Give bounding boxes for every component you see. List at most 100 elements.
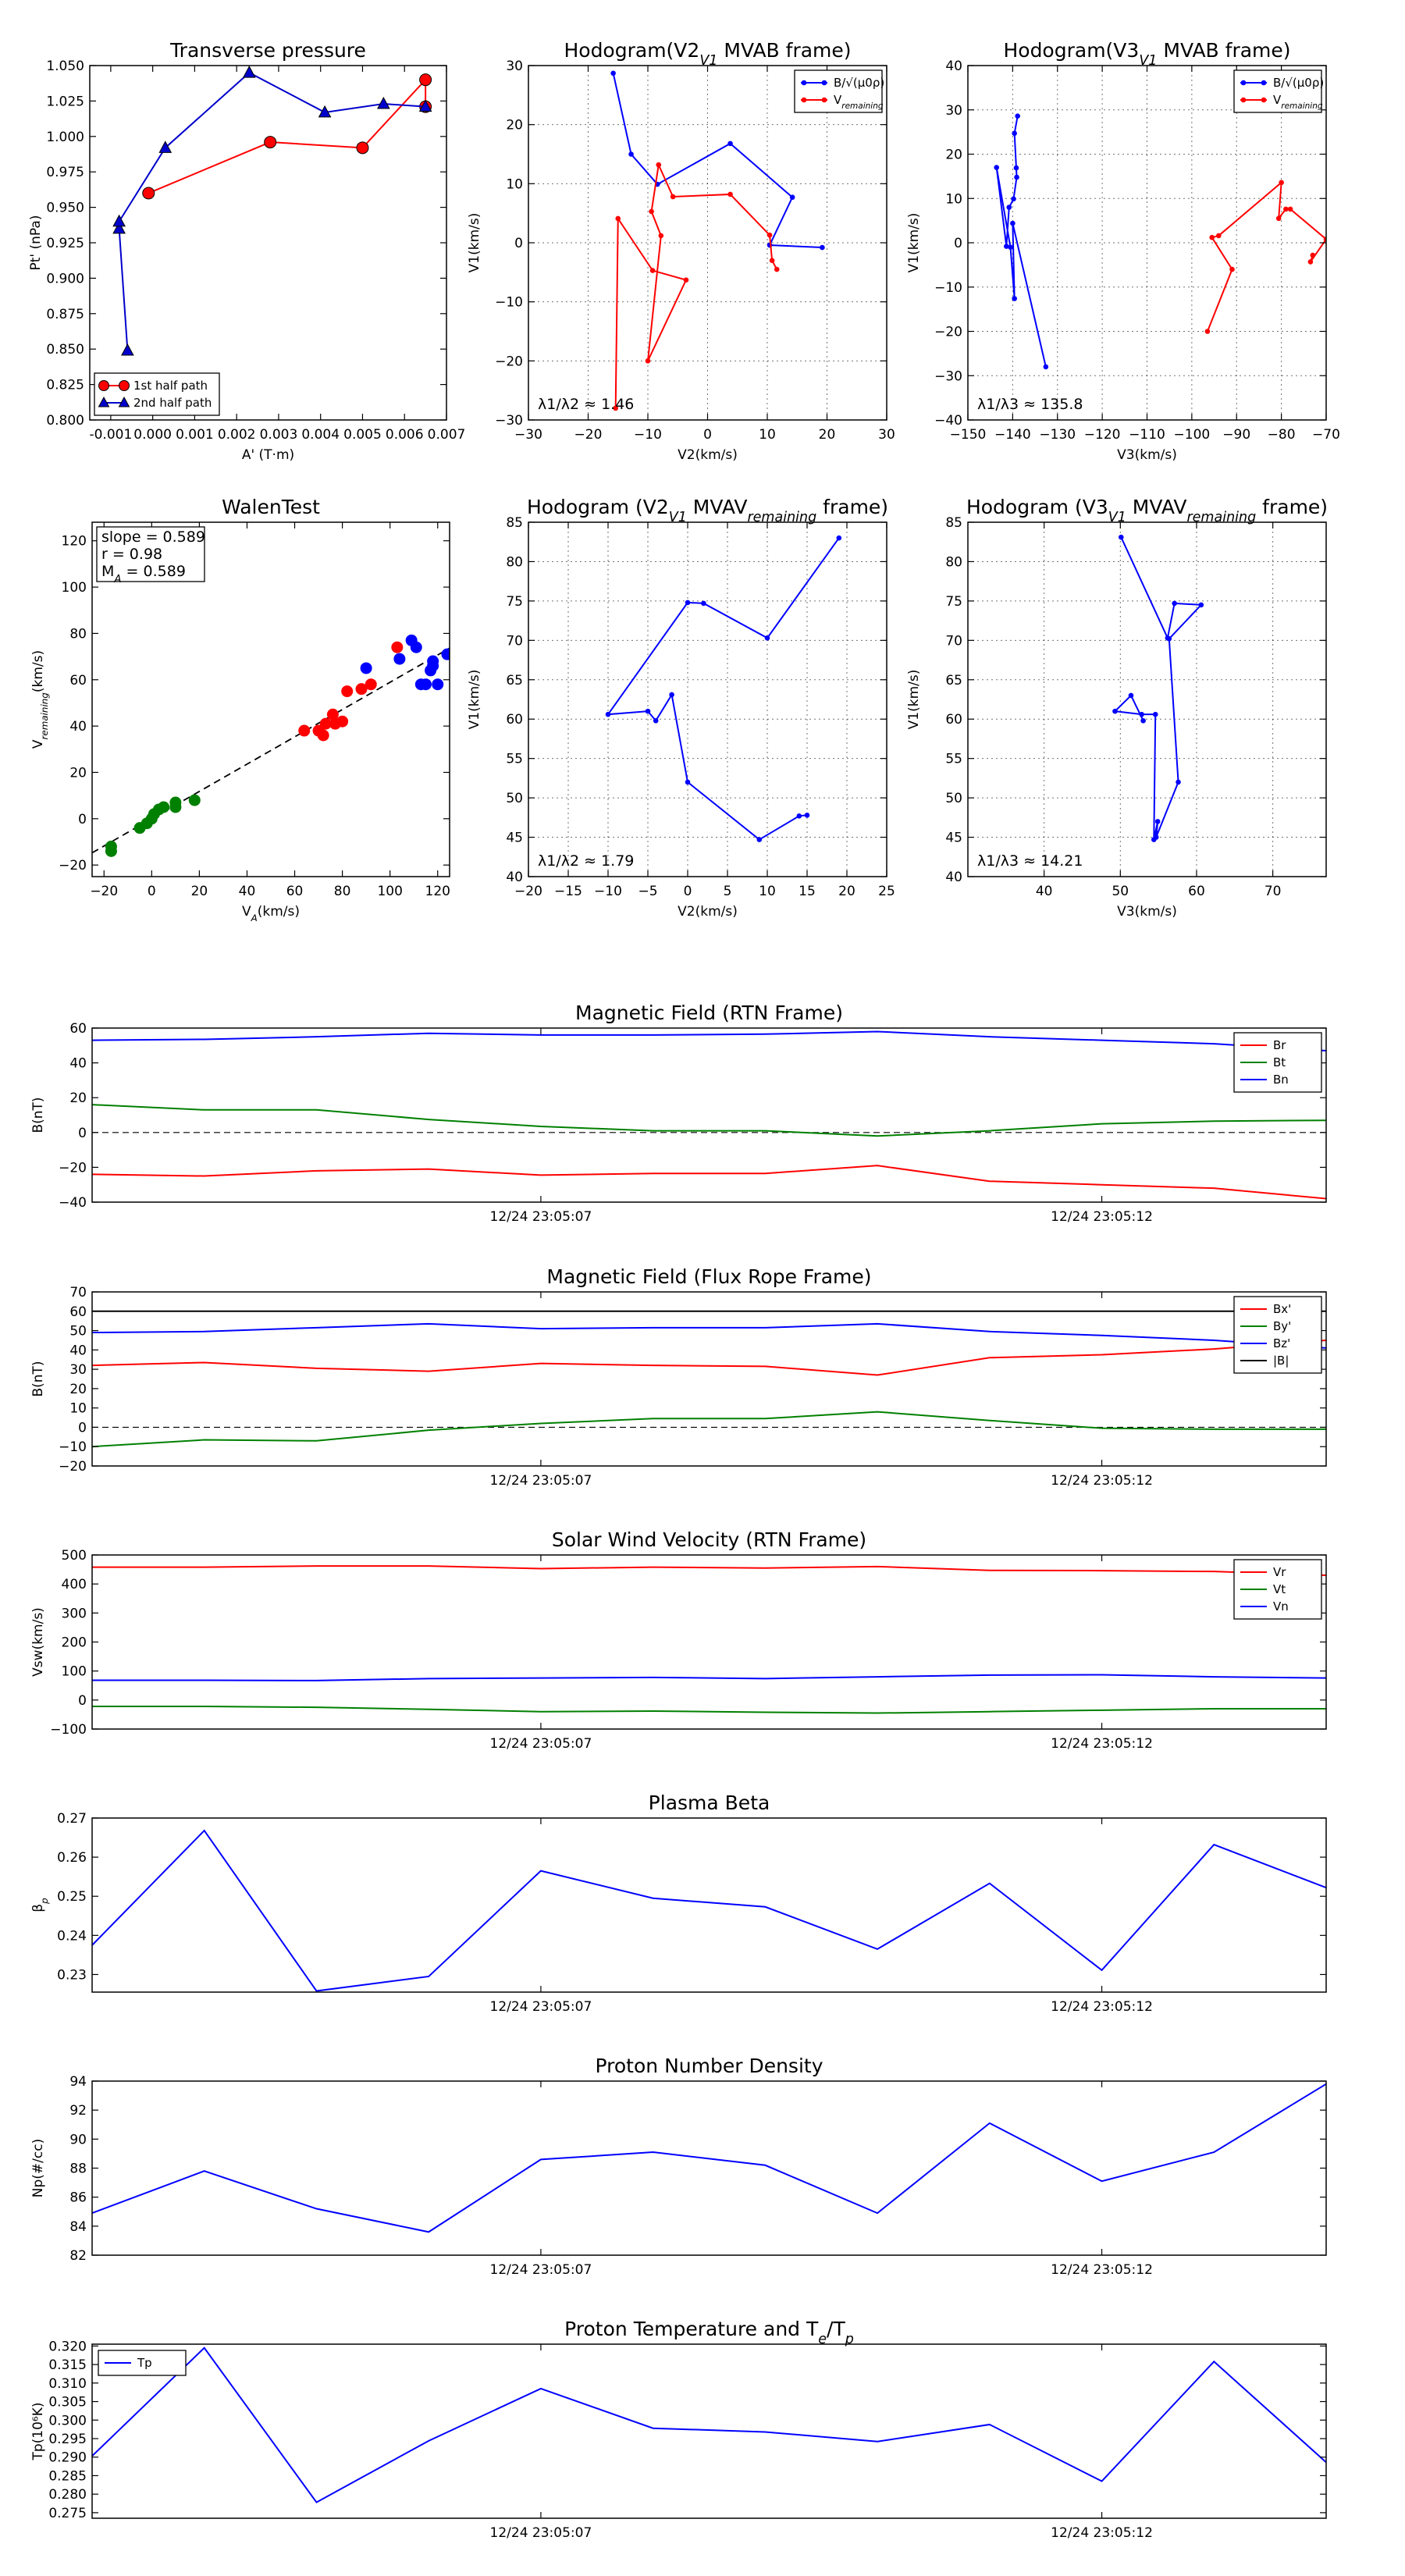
data-point [1014, 174, 1019, 180]
x-tick-label: 12/24 23:05:07 [490, 1473, 592, 1489]
plot-area [92, 1310, 1326, 1448]
x-axis-label: VA(km/s) [242, 904, 300, 923]
plot-area [605, 535, 842, 842]
data-point [1310, 252, 1316, 258]
data-point [1229, 266, 1235, 272]
y-tick-label: −20 [59, 858, 87, 873]
data-point [1006, 205, 1012, 210]
series--p-line [92, 1829, 1326, 1992]
y-tick-label: 75 [945, 594, 962, 610]
chart-hodogram-v2v1-mvab: −30 −20 −10 0 10 20 30 −30 −20 −10 0 10 20 30 Hodogram… [467, 39, 895, 463]
y-tick-label: 70 [506, 633, 523, 649]
x-tick-label: 12/24 23:05:12 [1051, 2262, 1153, 2278]
data-point [615, 215, 621, 222]
data-point [318, 105, 332, 118]
data-point [112, 221, 126, 234]
legend-marker [821, 97, 827, 103]
chart-title: Hodogram(V3V1 MVAB frame) [1003, 39, 1290, 69]
series-vt-line [92, 1706, 1326, 1714]
y-tick-label: −20 [59, 1160, 87, 1176]
chart-hodogram-v3v1-mvab: −150 −140 −130 −120 −110 −100 −90 −80 −70−40−30−… [906, 39, 1340, 463]
data-point [769, 258, 775, 264]
axes-frame [91, 1554, 1327, 1730]
series-bt-line [92, 1104, 1326, 1137]
x-tick-label: −140 [994, 427, 1031, 443]
x-tick-label: 60 [286, 884, 304, 899]
legend: B/√(μ0ρ)Vremaining [1233, 69, 1324, 113]
x-tick-label: 12/24 23:05:07 [490, 2525, 592, 2541]
x-axis-label: V2(km/s) [678, 904, 738, 920]
x-tick-label: 30 [878, 427, 895, 443]
legend: Tp [98, 2350, 187, 2376]
data-point [610, 70, 616, 76]
legend-label: B/√(μ0ρ) [1273, 76, 1324, 90]
x-tick-label: 20 [819, 427, 836, 443]
x-tick-label: 70 [1264, 884, 1282, 899]
x-tick-label: −5 [638, 884, 657, 899]
y-tick-label: 30 [506, 59, 523, 74]
y-tick-label: 0.900 [46, 271, 84, 286]
data-point [1140, 717, 1146, 724]
data-point [656, 162, 662, 168]
data-point [418, 99, 432, 112]
y-tick-label: 0 [514, 236, 523, 251]
y-tick-label: 1.000 [46, 130, 84, 145]
chart-title: Plasma Beta [649, 1791, 770, 1814]
data-point [1216, 233, 1222, 239]
chart-title: Magnetic Field (Flux Rope Frame) [546, 1265, 871, 1288]
legend-marker [1240, 97, 1247, 103]
x-tick-label: 12/24 23:05:07 [490, 1209, 592, 1225]
data-point [1323, 237, 1326, 242]
scatter-point [365, 678, 377, 691]
y-tick-label: 0.275 [48, 2506, 87, 2521]
data-point [1307, 259, 1314, 265]
x-tick-label: 40 [239, 884, 256, 899]
y-tick-label: 40 [506, 870, 523, 885]
scatter-point [169, 801, 182, 813]
legend: 1st half path 2nd half path [94, 372, 220, 416]
chart-magnetic-field-rtn: 12/24 23:05:07 12/24 23:05:12 −40 −20 0 20 40 6… [30, 1002, 1327, 1225]
y-tick-label: 55 [945, 752, 962, 767]
legend-box [794, 69, 883, 113]
x-tick-label: −120 [1084, 427, 1121, 443]
series-by--line [92, 1411, 1326, 1448]
x-tick-label: 12/24 23:05:12 [1051, 1999, 1153, 2015]
legend-label: 2nd half path [133, 396, 212, 410]
stats-line: r = 0.98 [101, 546, 162, 563]
y-tick-label: 0.25 [57, 1889, 87, 1905]
data-point [377, 96, 390, 109]
series-b-0--line [612, 73, 823, 249]
eigenvalue-ratio: λ1/λ2 ≈ 1.46 [538, 396, 634, 413]
x-tick-label: 25 [878, 884, 895, 899]
fit-line [92, 647, 450, 854]
data-point [1013, 165, 1019, 171]
y-tick-label: 1.050 [46, 59, 84, 74]
legend-box [1233, 69, 1322, 113]
y-tick-label: 10 [506, 176, 523, 192]
y-tick-label: 94 [69, 2074, 87, 2090]
x-tick-label: −30 [514, 427, 542, 443]
y-axis-label: Tp(10⁶K) [30, 2402, 46, 2460]
y-tick-label: 0.825 [46, 378, 84, 393]
y-tick-label: 0.23 [57, 1967, 87, 1983]
legend-marker [801, 80, 807, 86]
legend-marker [1240, 80, 1247, 86]
data-point [727, 141, 733, 147]
x-tick-label: 0.005 [343, 427, 382, 443]
y-axis-label: B(nT) [30, 1097, 46, 1133]
y-tick-label: 0.315 [48, 2357, 87, 2373]
y-tick-label: 82 [69, 2248, 87, 2264]
y-tick-label: −40 [934, 413, 962, 429]
chart-proton-temperature: 12/24 23:05:07 12/24 23:05:12 0.275 0.280 0.… [30, 2318, 1327, 2541]
data-point [683, 277, 689, 283]
data-point [1209, 234, 1215, 240]
scatter-point [360, 662, 372, 674]
x-tick-label: 100 [377, 884, 402, 899]
eigenvalue-ratio: λ1/λ3 ≈ 14.21 [977, 852, 1083, 870]
axes-frame [91, 2080, 1327, 2256]
x-tick-label: 15 [799, 884, 816, 899]
legend: Vr Vt Vn [1233, 1559, 1322, 1620]
y-tick-label: 40 [945, 870, 962, 885]
series-br-line [92, 1165, 1326, 1200]
chart-title: Proton Temperature and Te/Tp [564, 2318, 854, 2347]
